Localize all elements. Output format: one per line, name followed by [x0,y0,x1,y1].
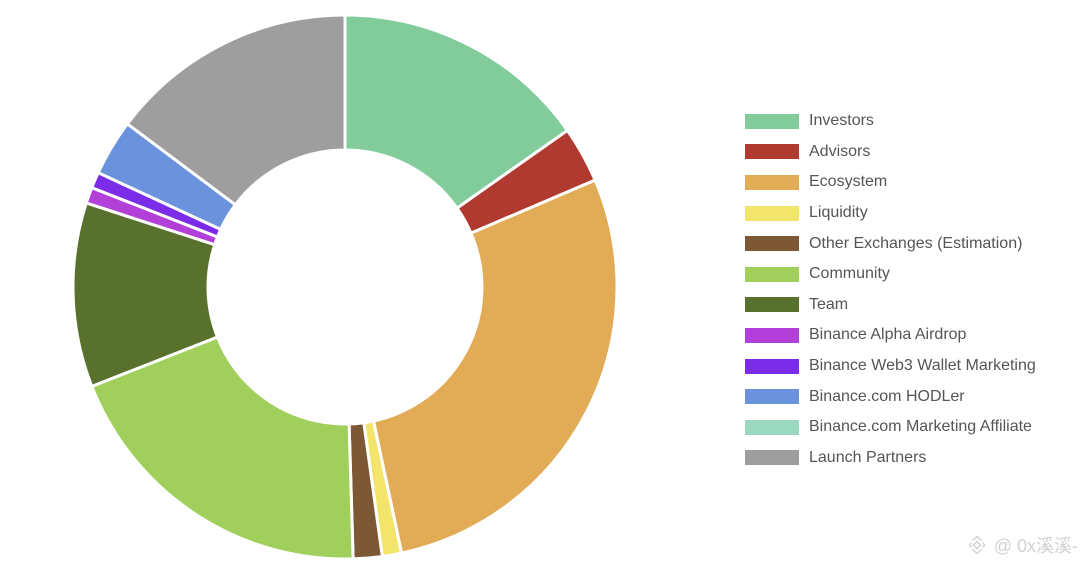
legend-item: Launch Partners [745,443,1036,474]
legend-swatch [745,297,799,313]
watermark: @ 0x溪溪- [966,532,1078,558]
legend-swatch [745,174,799,190]
legend-swatch [745,327,799,343]
watermark-text: @ 0x溪溪- [993,536,1078,556]
legend-label: Community [809,265,890,283]
legend-label: Other Exchanges (Estimation) [809,234,1023,252]
legend-item: Team [745,290,1036,321]
donut-chart [71,13,619,561]
donut-chart-svg [71,13,619,561]
donut-slice-5 [89,335,355,561]
legend-swatch [745,205,799,221]
legend-label: Ecosystem [809,173,888,191]
chart-legend: Investors Advisors Ecosystem Liquidity Other… [745,106,1036,473]
legend-item: Ecosystem [745,167,1036,198]
legend-label: Binance.com HODLer [809,387,965,405]
legend-label: Advisors [809,142,871,160]
legend-item: Investors [745,106,1036,137]
legend-swatch [745,389,799,405]
legend-swatch [745,236,799,252]
legend-item: Advisors [745,137,1036,168]
legend-label: Binance.com Marketing Affiliate [809,418,1032,436]
legend-item: Binance.com Marketing Affiliate [745,412,1036,443]
legend-label: Launch Partners [809,448,927,466]
legend-item: Binance Web3 Wallet Marketing [745,351,1036,382]
donut-slice-2 [371,178,619,555]
binance-logo-icon [968,535,986,555]
donut-slice-11 [125,13,347,207]
donut-slice-0 [343,13,570,211]
legend-item: Binance Alpha Airdrop [745,320,1036,351]
legend-label: Binance Alpha Airdrop [809,326,967,344]
legend-label: Binance Web3 Wallet Marketing [809,357,1036,375]
legend-label: Liquidity [809,204,868,222]
legend-label: Team [809,295,849,313]
legend-swatch [745,113,799,129]
legend-item: Other Exchanges (Estimation) [745,228,1036,259]
legend-swatch [745,419,799,435]
legend-item: Community [745,259,1036,290]
legend-swatch [745,450,799,466]
legend-swatch [745,266,799,282]
legend-item: Binance.com HODLer [745,381,1036,412]
legend-item: Liquidity [745,198,1036,229]
legend-label: Investors [809,112,874,130]
legend-swatch [745,358,799,374]
legend-swatch [745,144,799,160]
